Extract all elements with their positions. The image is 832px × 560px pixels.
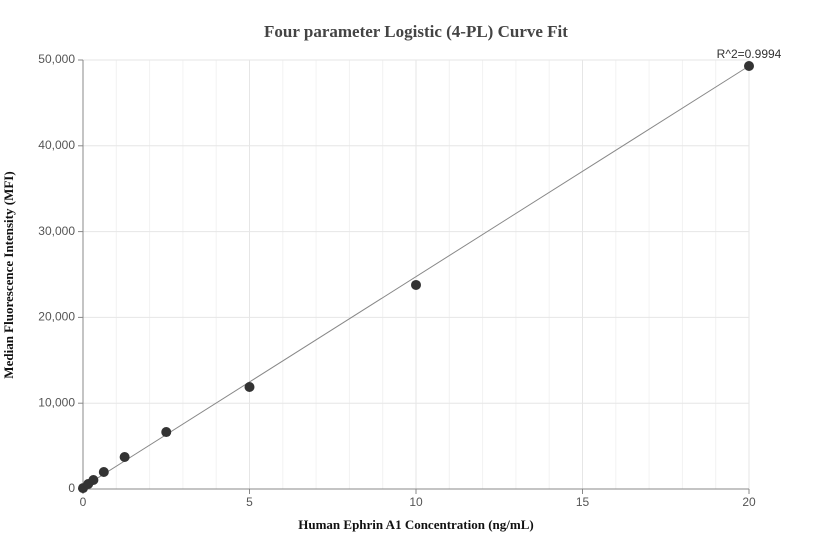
annotation: R^2=0.9994 (717, 47, 782, 61)
data-point (161, 427, 172, 438)
data-point (119, 451, 130, 462)
y-tick-label: 0 (68, 481, 75, 495)
x-tick-label: 5 (246, 495, 253, 509)
x-axis-label: Human Ephrin A1 Concentration (ng/mL) (298, 517, 533, 532)
data-point (244, 381, 255, 392)
x-tick-label: 10 (409, 495, 423, 509)
data-point (411, 279, 421, 290)
y-tick-label: 20,000 (38, 310, 75, 324)
data-point (744, 61, 754, 72)
data-point (98, 467, 109, 478)
x-tick-label: 0 (80, 495, 87, 509)
fit-line (82, 65, 750, 488)
y-tick-label: 50,000 (38, 52, 75, 66)
y-tick-label: 30,000 (38, 224, 75, 238)
x-tick-label: 20 (742, 495, 756, 509)
chart-title: Four parameter Logistic (4-PL) Curve Fit (264, 22, 568, 41)
y-tick-label: 10,000 (38, 395, 75, 409)
y-axis-label: Median Fluorescence Intensity (MFI) (1, 171, 16, 378)
x-tick-label: 15 (576, 495, 590, 509)
y-tick-label: 40,000 (38, 138, 75, 152)
data-point (88, 474, 99, 485)
